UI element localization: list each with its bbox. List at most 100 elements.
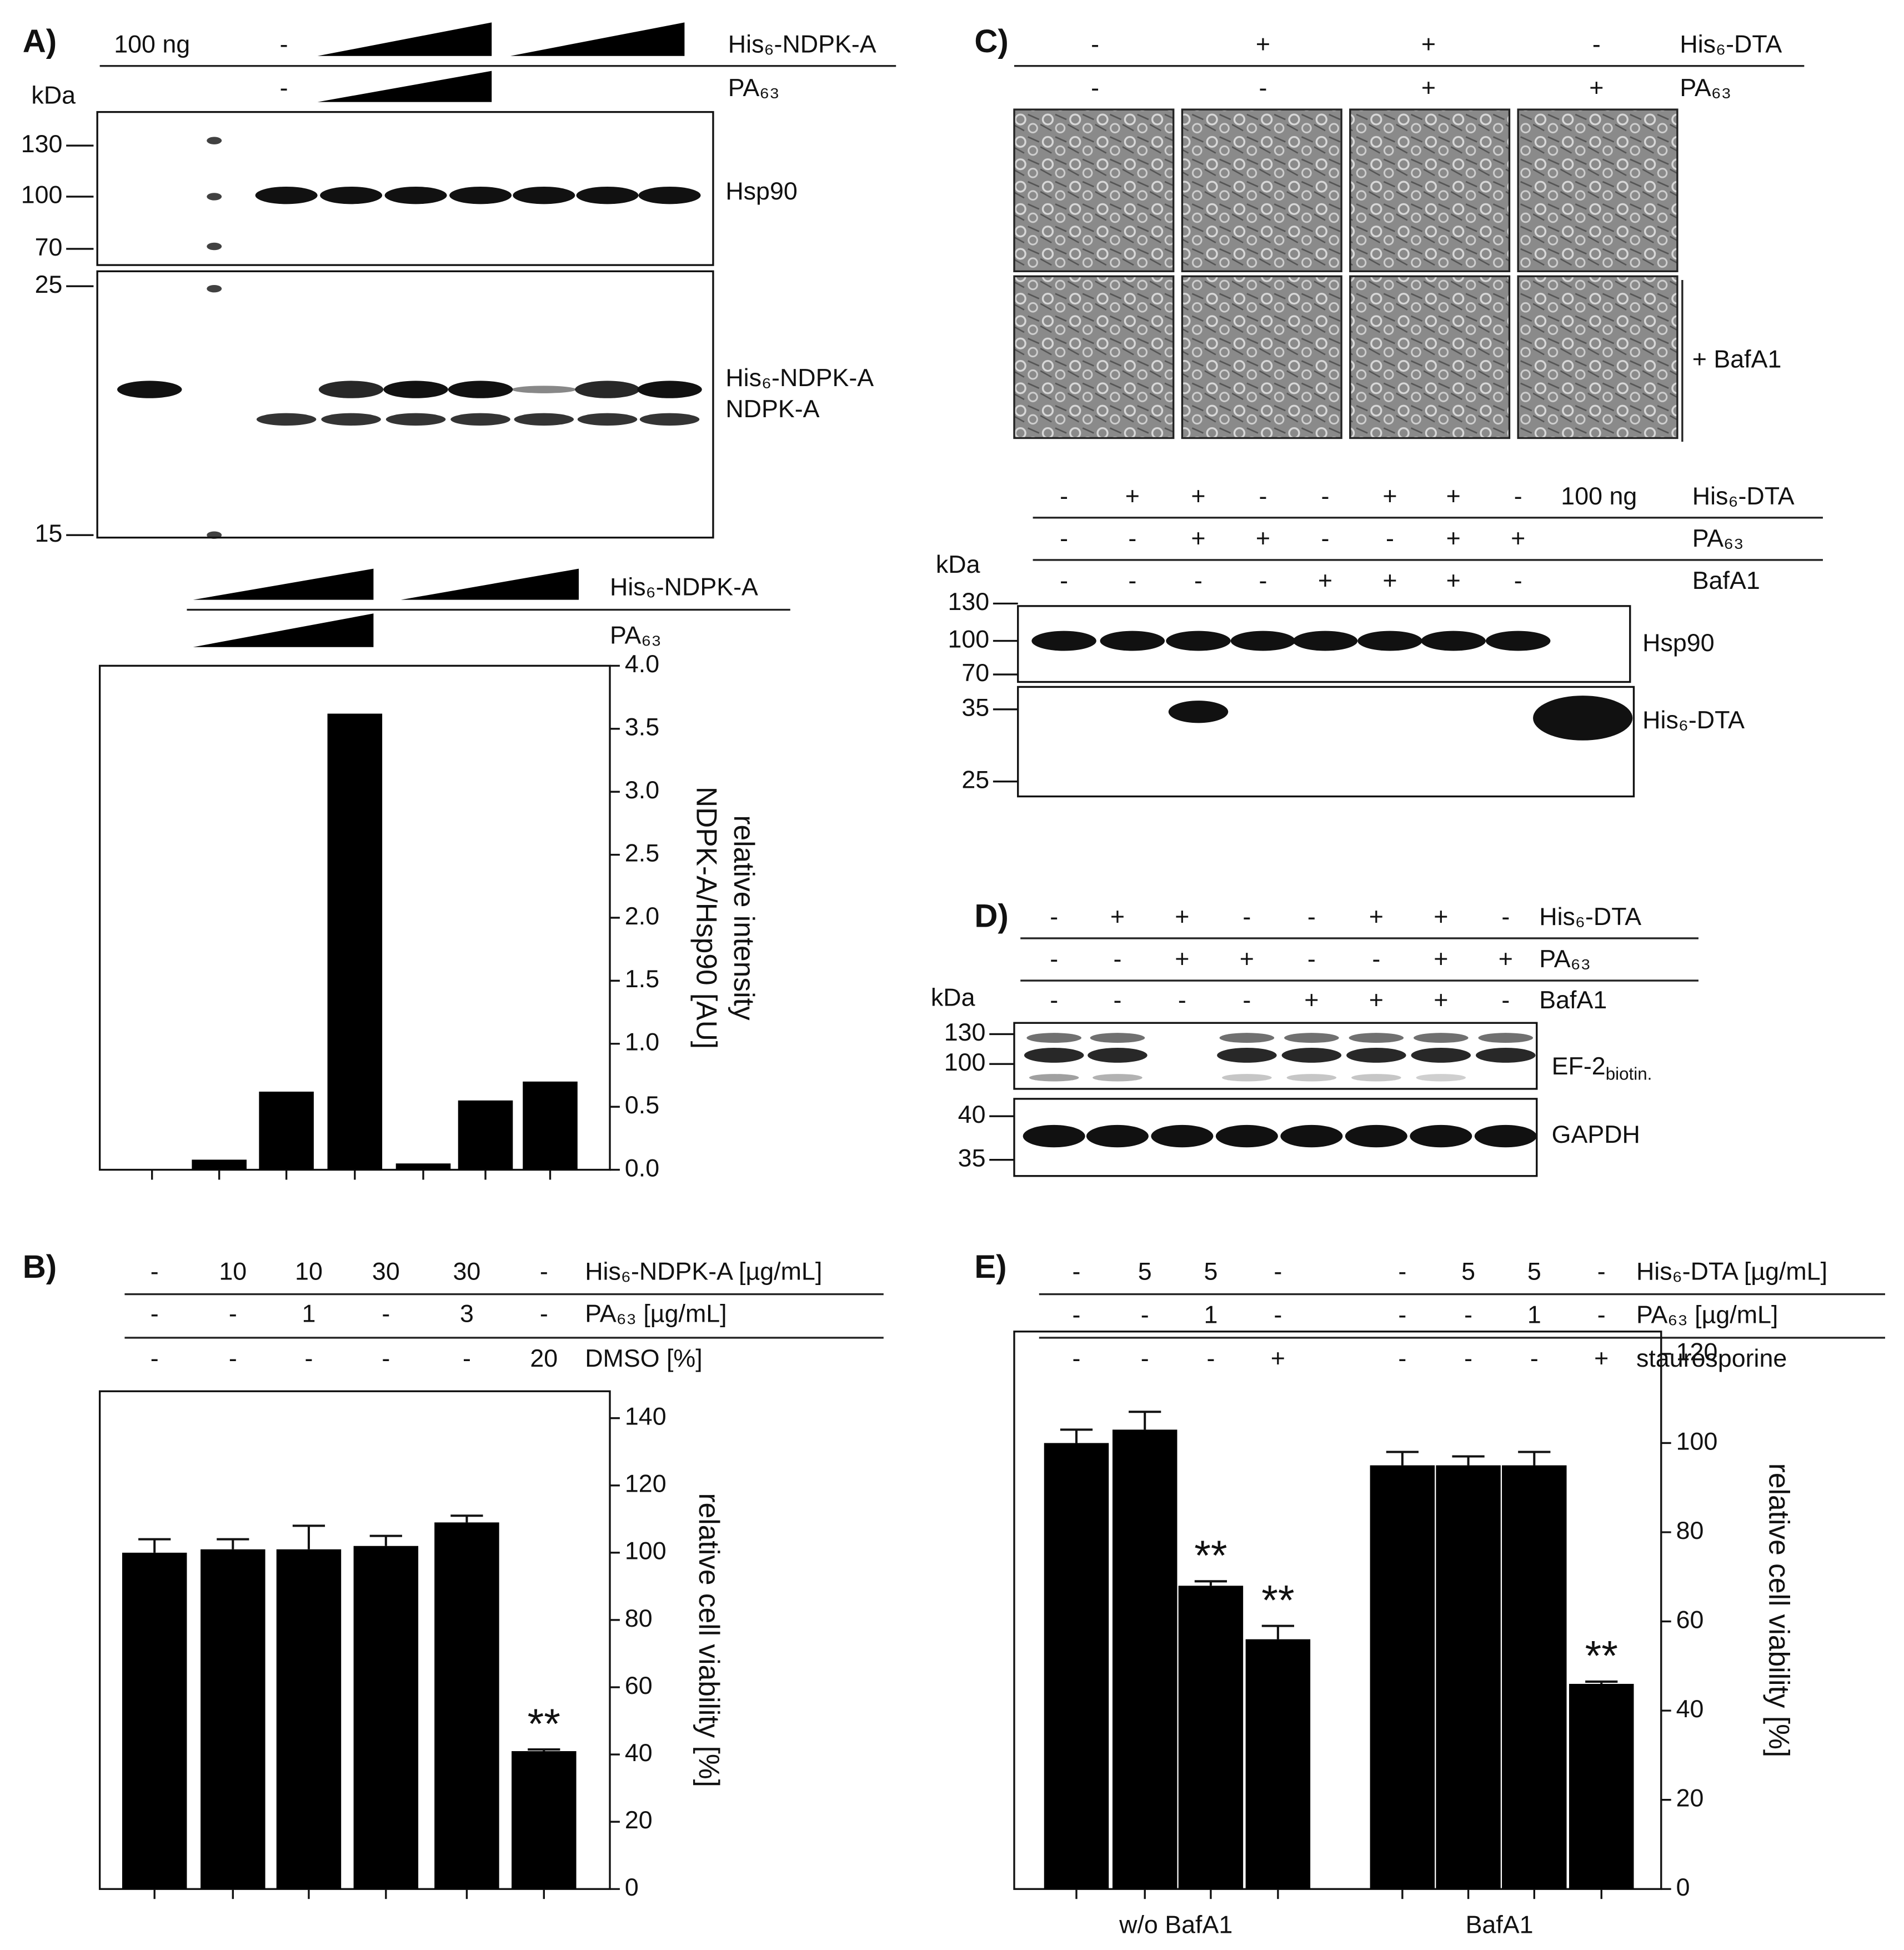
condition: 1 [1527, 1301, 1541, 1329]
condition: + [1175, 945, 1189, 973]
y-tick-label: 1.5 [625, 965, 659, 993]
condition: - [1307, 945, 1316, 973]
condition: + [1369, 903, 1384, 931]
band [638, 186, 701, 204]
y-axis-label: relative cell viability [%] [693, 1493, 725, 1787]
band [320, 186, 383, 204]
band [1222, 1074, 1272, 1082]
band [1478, 1033, 1534, 1043]
band [207, 137, 222, 144]
condition-name: His₆-DTA [1539, 903, 1641, 931]
band [321, 413, 381, 426]
condition: - [1501, 986, 1510, 1014]
condition: 5 [1204, 1257, 1217, 1285]
condition: - [1128, 524, 1136, 552]
condition: + [1589, 74, 1604, 102]
condition: + [1256, 31, 1270, 58]
micrograph [1349, 108, 1511, 272]
condition: - [1274, 1257, 1282, 1285]
condition: + [1421, 74, 1436, 102]
condition: + [1271, 1344, 1285, 1372]
condition: - [1060, 482, 1068, 510]
bar [1502, 1465, 1567, 1889]
band-label: GAPDH [1552, 1121, 1640, 1148]
condition-name: PA₆₃ [1680, 74, 1731, 102]
micrograph [1013, 275, 1175, 439]
condition-name: DMSO [%] [585, 1344, 703, 1372]
band [1421, 631, 1486, 651]
band-label-sub: biotin. [1606, 1064, 1652, 1084]
band [207, 193, 222, 201]
band [514, 413, 574, 426]
plot-frame [1013, 1331, 1662, 1890]
significance: ** [1261, 1577, 1294, 1624]
band [1168, 701, 1229, 723]
band [1093, 1074, 1143, 1082]
band [1166, 631, 1231, 651]
y-tick-label: 100 [625, 1537, 667, 1565]
gradient-wedge [193, 568, 374, 600]
y-tick-label: 3.0 [625, 776, 659, 804]
band [1474, 1124, 1537, 1148]
condition: 100 ng [1561, 482, 1637, 510]
condition: - [1501, 903, 1510, 931]
mw-marker: 15 [35, 519, 63, 547]
condition: - [1372, 945, 1380, 973]
mw-marker: 70 [961, 659, 989, 687]
band [1416, 1074, 1466, 1082]
condition: + [1434, 945, 1448, 973]
condition: - [1530, 1344, 1539, 1372]
bar [1569, 1683, 1634, 1889]
condition: 3 [460, 1299, 474, 1327]
condition: 10 [295, 1257, 323, 1285]
y-tick-label: 60 [1676, 1606, 1704, 1633]
micrograph [1517, 108, 1678, 272]
micrograph [1013, 108, 1175, 272]
condition: + [1240, 945, 1254, 973]
band [383, 381, 448, 398]
band [1230, 631, 1296, 651]
blot [96, 270, 714, 539]
condition: - [229, 1344, 237, 1372]
band-label: His₆-NDPK-A [725, 364, 874, 392]
gradient-wedge [317, 22, 492, 56]
condition: - [1514, 482, 1522, 510]
condition: + [1191, 482, 1205, 510]
condition: - [1274, 1301, 1282, 1329]
band-label: His₆-DTA [1642, 706, 1745, 734]
band [1476, 1048, 1536, 1063]
y-tick-label: 60 [625, 1672, 653, 1699]
panel-label: A) [23, 23, 57, 59]
condition: - [540, 1257, 548, 1285]
mw-marker: 25 [961, 766, 989, 794]
band [639, 413, 700, 426]
band [450, 413, 510, 426]
unit: kDa [936, 551, 980, 578]
band [1024, 1048, 1084, 1063]
blot [1017, 605, 1631, 683]
bar [276, 1549, 342, 1889]
condition: - [280, 74, 288, 102]
bar [1245, 1639, 1311, 1889]
micrograph [1181, 108, 1342, 272]
group-label: w/o BafA1 [1119, 1911, 1232, 1938]
condition: 5 [1138, 1257, 1152, 1285]
condition: + [1434, 903, 1448, 931]
condition: - [382, 1344, 390, 1372]
condition: + [1499, 945, 1513, 973]
condition: - [1242, 986, 1251, 1014]
significance: ** [528, 1701, 560, 1748]
group-label: BafA1 [1466, 1911, 1534, 1938]
y-axis-label: relative intensity [728, 815, 760, 1021]
condition: - [1113, 986, 1121, 1014]
gradient-wedge [400, 568, 579, 600]
mw-marker: 25 [35, 271, 63, 298]
band [575, 381, 640, 398]
unit: kDa [931, 984, 975, 1012]
band [512, 386, 577, 393]
y-tick-label: 1.0 [625, 1028, 659, 1056]
condition-name: His₆-NDPK-A [610, 573, 758, 601]
condition: - [1141, 1344, 1149, 1372]
condition: - [463, 1344, 471, 1372]
